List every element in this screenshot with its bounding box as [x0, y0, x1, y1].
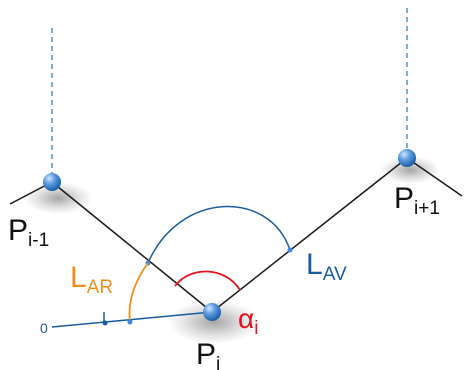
label-point-prev: Pi-1 [8, 214, 49, 251]
rear-length-arc [128, 262, 149, 323]
segment-prev-to-current [51, 181, 213, 313]
rear-arc-end-dot [127, 319, 133, 325]
forward-arc-end-dot [287, 247, 293, 253]
label-point-current: Pi [196, 338, 220, 370]
shadow-prev [24, 182, 92, 214]
forward-length-arc [147, 205, 291, 264]
shadow-next [380, 156, 440, 184]
point-current-sphere [203, 303, 221, 321]
point-prev-sphere [43, 173, 61, 191]
label-point-next: Pi+1 [394, 182, 440, 219]
segment-current-to-next [211, 157, 408, 313]
label-origin: 0 [40, 320, 48, 336]
angle-arc [174, 270, 241, 291]
label-angle: αi [238, 303, 258, 339]
point-next-sphere [398, 149, 416, 167]
origin-tick-dot [102, 320, 108, 326]
origin-baseline [51, 311, 213, 328]
segment-right-extension [406, 157, 463, 197]
shadow-current [168, 300, 260, 344]
label-forward-length: LAV [306, 248, 347, 285]
label-rear-length: LAR [70, 261, 113, 298]
